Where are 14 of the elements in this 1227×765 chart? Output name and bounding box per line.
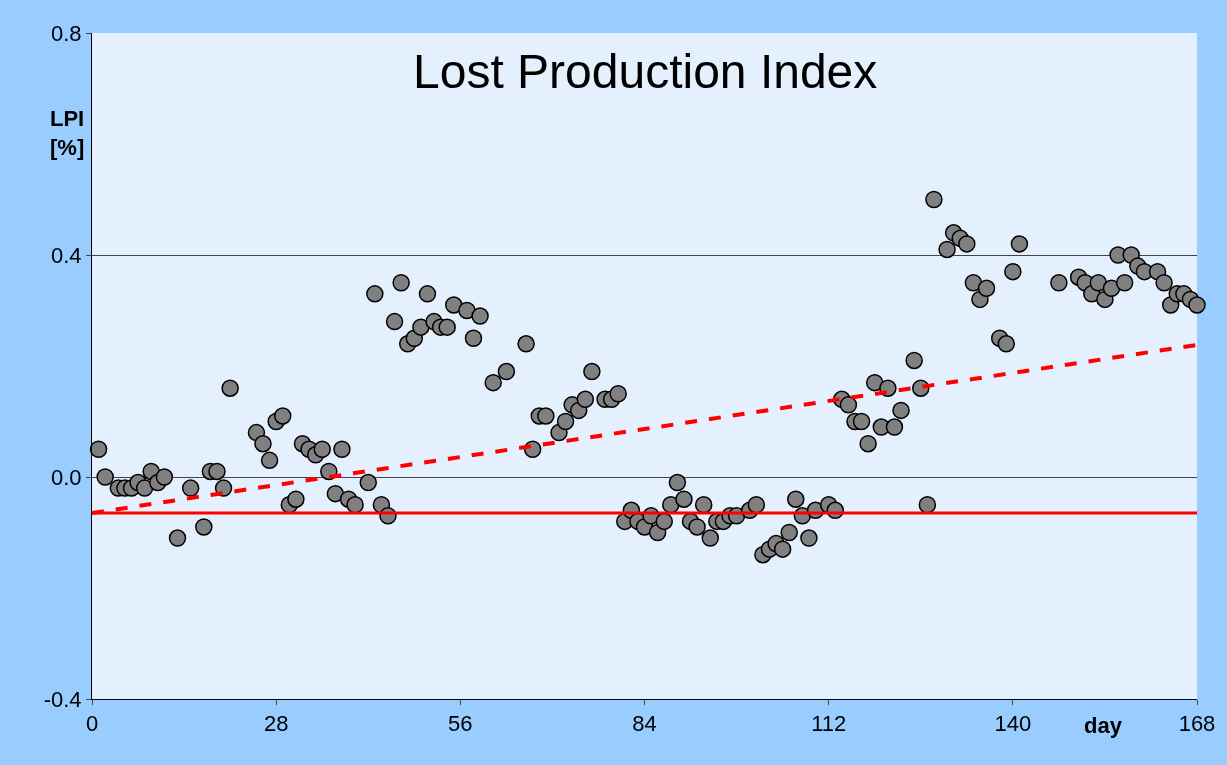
- y-tick-label: -0.4: [43, 686, 82, 712]
- y-tick-label: 0.8: [51, 20, 82, 46]
- x-tick-label: 84: [632, 711, 657, 737]
- x-tick-label: 56: [448, 711, 473, 737]
- y-tick-label: 0.4: [51, 242, 82, 268]
- y-axis-title: LPI [%]: [50, 106, 85, 160]
- x-axis-title: day: [1084, 713, 1123, 738]
- x-tick-label: 0: [85, 711, 99, 737]
- x-tick-label: 140: [994, 711, 1032, 737]
- x-tick-label: 168: [1178, 711, 1216, 737]
- y-tick-label: 0.0: [51, 464, 82, 490]
- chart-title: Lost Production Index: [413, 45, 878, 98]
- x-tick-label: 112: [811, 711, 847, 737]
- x-tick-label: 28: [263, 711, 289, 737]
